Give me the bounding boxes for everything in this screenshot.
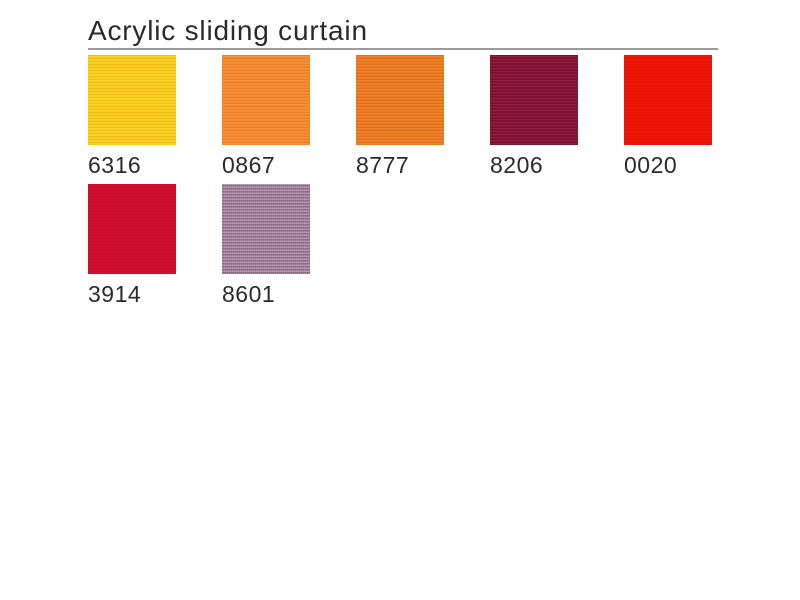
swatch-cell: 8777 [356,55,444,179]
fabric-swatch[interactable] [356,55,444,145]
swatch-cell: 0020 [624,55,712,179]
page-title: Acrylic sliding curtain [88,15,368,46]
swatch-code-label: 0020 [624,152,678,178]
swatch-code-label: 3914 [88,281,142,307]
title-divider [88,48,718,50]
swatch-cell: 6316 [88,55,176,179]
swatch-cell: 3914 [88,184,176,308]
fabric-swatch[interactable] [222,55,310,145]
swatch-cell: 8601 [222,184,310,308]
catalog-page: Acrylic sliding curtain 6316 0867 8777 8… [88,15,718,308]
fabric-swatch[interactable] [624,55,712,145]
swatch-code-label: 8601 [222,281,276,307]
swatch-grid: 6316 0867 8777 8206 0020 3914 8601 [88,55,718,308]
swatch-cell: 8206 [490,55,578,179]
fabric-swatch[interactable] [88,184,176,274]
fabric-swatch[interactable] [222,184,310,274]
swatch-code-label: 6316 [88,152,142,178]
fabric-swatch[interactable] [88,55,176,145]
swatch-cell: 0867 [222,55,310,179]
swatch-code-label: 8206 [490,152,544,178]
fabric-swatch[interactable] [490,55,578,145]
swatch-code-label: 8777 [356,152,410,178]
swatch-code-label: 0867 [222,152,276,178]
